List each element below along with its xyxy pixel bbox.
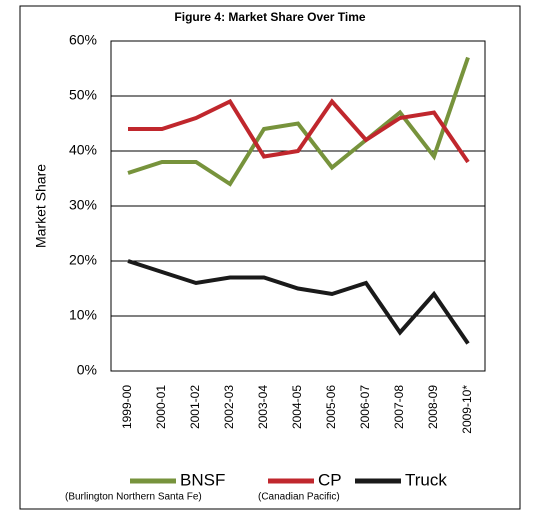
legend-note: (Canadian Pacific) [258, 492, 340, 503]
x-tick-label: 2000-01 [154, 385, 168, 429]
x-tick-label: 2002-03 [222, 385, 236, 429]
legend-label: BNSF [180, 470, 225, 489]
y-tick-label: 40% [69, 142, 97, 158]
y-tick-label: 30% [69, 197, 97, 213]
x-tick-label: 2006-07 [358, 385, 372, 429]
y-axis-label: Market Share [33, 164, 49, 248]
x-tick-label: 1999-00 [120, 385, 134, 429]
y-tick-label: 60% [69, 32, 97, 48]
y-tick-label: 10% [69, 307, 97, 323]
y-tick-label: 0% [77, 362, 97, 378]
x-tick-label: 2008-09 [426, 385, 440, 429]
series-line [128, 98, 470, 164]
legend-label: CP [318, 470, 342, 489]
x-tick-label: 2004-05 [290, 385, 304, 429]
y-tick-label: 50% [69, 87, 97, 103]
x-tick-label: 2007-08 [392, 385, 406, 429]
y-tick-label: 20% [69, 252, 97, 268]
x-tick-label: 2001-02 [188, 385, 202, 429]
x-tick-label: 2005-06 [324, 385, 338, 429]
x-tick-label: 2003-04 [256, 385, 270, 429]
series-line [127, 56, 470, 187]
x-tick-label: 2009-10* [460, 385, 474, 434]
chart-border [19, 5, 521, 510]
series-line [127, 259, 470, 345]
legend-label: Truck [405, 470, 447, 489]
chart-title: Figure 4: Market Share Over Time [174, 10, 366, 24]
plot-frame [110, 40, 486, 372]
legend-note: (Burlington Northern Santa Fe) [65, 492, 202, 503]
